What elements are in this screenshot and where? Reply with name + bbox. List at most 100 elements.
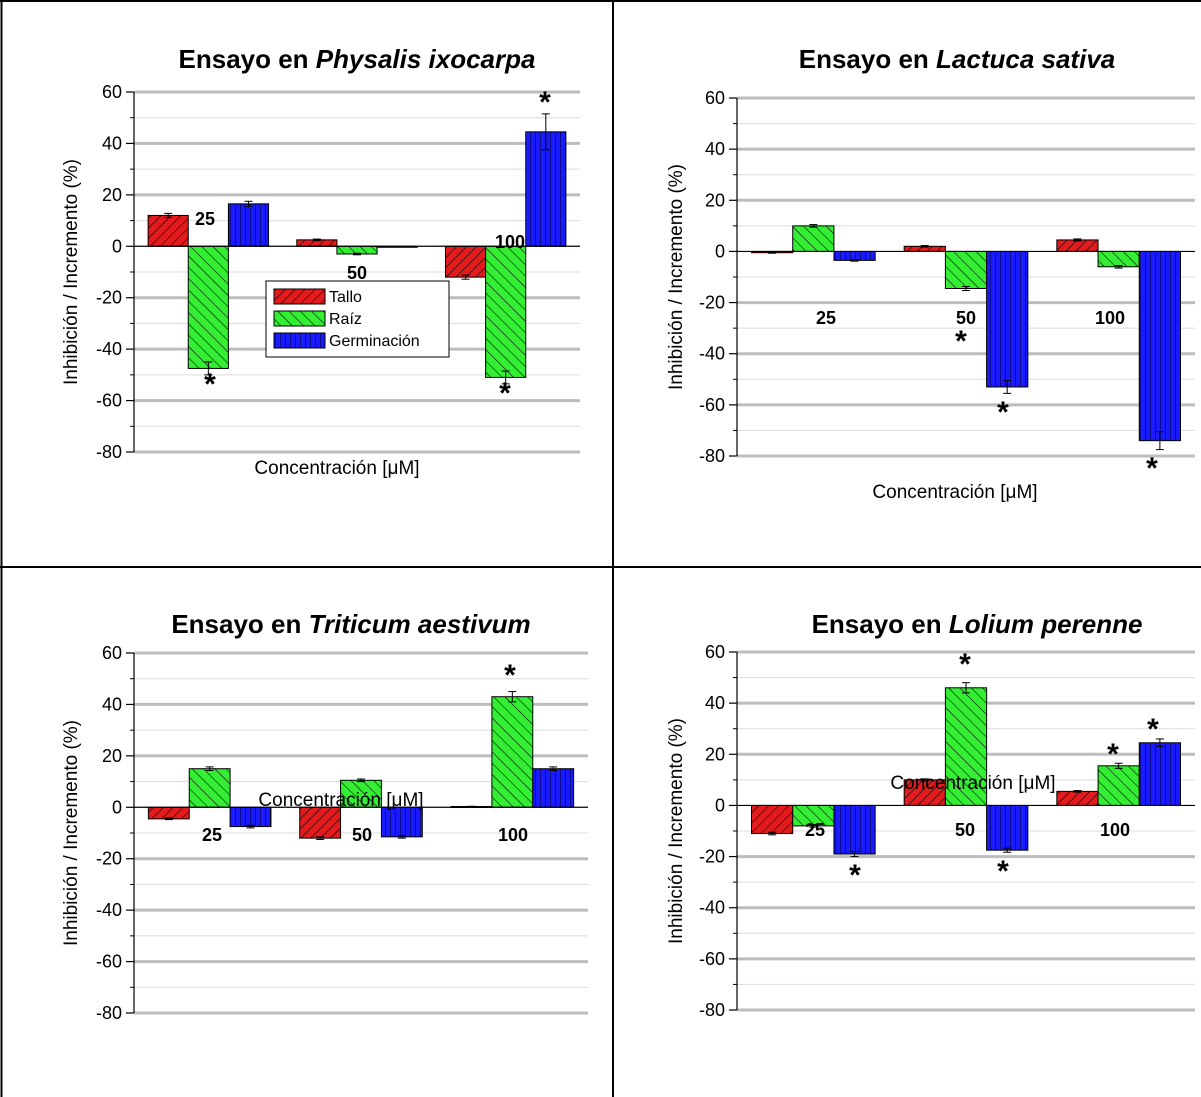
y-tick-label: -80 [96, 1003, 122, 1023]
significance-star: * [204, 368, 216, 401]
y-tick-label: -60 [96, 952, 122, 972]
y-tick-label: -80 [96, 442, 122, 462]
x-axis-label: Concentración [μM] [258, 790, 423, 811]
category-label: 100 [1100, 820, 1130, 840]
chart-title: Ensayo en Triticum aestivum [171, 609, 530, 639]
y-tick-label: 20 [102, 185, 122, 205]
chart-title: Ensayo en Physalis ixocarpa [179, 44, 536, 74]
bar-tallo [1056, 790, 1099, 806]
y-tick-label: 60 [705, 88, 725, 108]
y-tick-label: 20 [705, 744, 725, 764]
y-tick-label: 20 [102, 746, 122, 766]
y-axis-label: Inhibición / Incremento (%) [666, 718, 687, 944]
bar-tallo [1056, 239, 1099, 252]
category-label: 25 [202, 825, 222, 845]
legend-label: Raíz [329, 311, 362, 328]
bar-tallo [444, 245, 487, 278]
bar-germinación [1138, 742, 1181, 806]
chart-title: Ensayo en Lolium perenne [812, 609, 1143, 639]
y-tick-label: -20 [699, 293, 725, 313]
y-tick-label: -20 [96, 288, 122, 308]
y-tick-label: 0 [715, 795, 725, 815]
y-tick-label: 0 [112, 797, 122, 817]
chart-title-species: Lactuca sativa [936, 44, 1115, 74]
category-label: 50 [347, 263, 367, 283]
y-tick-label: 60 [102, 643, 122, 663]
x-axis-label: Concentración [μM] [254, 458, 419, 479]
bar-raíz [1097, 250, 1140, 268]
bar-raíz [187, 245, 229, 369]
y-tick-label: 60 [705, 642, 725, 662]
legend-label: Tallo [329, 289, 362, 306]
significance-star: * [1107, 738, 1119, 771]
bar-germinación [833, 804, 876, 855]
bar-raíz [792, 225, 835, 252]
chart-title: Ensayo en Lactuca sativa [799, 44, 1116, 74]
legend-swatch [273, 332, 326, 349]
category-label: 25 [816, 308, 836, 328]
legend: Tallo Raíz Germinación [265, 280, 450, 358]
category-label: 50 [956, 308, 976, 328]
y-tick-label: 20 [705, 190, 725, 210]
y-tick-label: 0 [112, 236, 122, 256]
bar-raíz [188, 768, 231, 808]
y-axis-label: Inhibición / Incremento (%) [666, 164, 687, 390]
significance-star: * [997, 855, 1009, 888]
category-label: 100 [495, 232, 525, 252]
bar-raíz [944, 250, 988, 290]
bar-tallo [147, 214, 189, 247]
significance-star: * [959, 648, 971, 681]
y-tick-label: -20 [96, 849, 122, 869]
bar-germinación [227, 203, 270, 247]
significance-star: * [849, 859, 861, 892]
chart-panel: -80 -60 -40 -20 0 20 40 60 25 50 100 * * * Ensayo en L… [666, 44, 1195, 503]
legend-label: Germinación [329, 333, 420, 350]
legend-swatch [273, 288, 326, 305]
y-tick-label: -80 [699, 446, 725, 466]
category-label: 25 [195, 209, 215, 229]
chart-panel: -80 -60 -40 -20 0 20 40 60 25 50 100 * Ensayo en Tri… [61, 609, 588, 1023]
significance-star: * [539, 86, 551, 119]
chart-title-species: Physalis ixocarpa [316, 44, 536, 74]
y-tick-label: -20 [699, 847, 725, 867]
bar-germinación [986, 250, 1029, 388]
category-label: 100 [498, 825, 528, 845]
category-label: 50 [352, 825, 372, 845]
y-tick-label: 40 [102, 694, 122, 714]
y-tick-label: -60 [699, 949, 725, 969]
significance-star: * [997, 396, 1009, 429]
chart-title-prefix: Ensayo en [799, 44, 936, 74]
bar-raíz [485, 245, 527, 378]
chart-title-prefix: Ensayo en [179, 44, 316, 74]
significance-star: * [1147, 713, 1159, 746]
bar-tallo [751, 804, 794, 835]
chart-title-prefix: Ensayo en [171, 609, 308, 639]
y-tick-label: 40 [705, 139, 725, 159]
y-tick-label: 40 [705, 693, 725, 713]
bar-tallo [299, 806, 342, 839]
bar-germinación [833, 250, 876, 261]
y-tick-label: -60 [96, 391, 122, 411]
y-tick-label: -40 [96, 339, 122, 359]
bar-tallo [903, 779, 946, 806]
y-tick-label: -40 [699, 898, 725, 918]
chart-panel: -80 -60 -40 -20 0 20 40 60 25 50 100 * * * * * Ensayo en… [666, 609, 1195, 1020]
category-label: 100 [1095, 308, 1125, 328]
y-axis-label: Inhibición / Incremento (%) [61, 720, 82, 946]
significance-star: * [955, 325, 967, 358]
y-axis-label: Inhibición / Incremento (%) [61, 159, 82, 385]
significance-star: * [1146, 452, 1158, 485]
category-label: 25 [805, 820, 825, 840]
legend-swatch [273, 310, 326, 327]
bar-raíz [491, 696, 534, 808]
y-tick-label: -40 [96, 900, 122, 920]
y-tick-label: -40 [699, 344, 725, 364]
bar-germinación [986, 804, 1029, 851]
chart-title-prefix: Ensayo en [812, 609, 949, 639]
x-axis-label: Concentración [μM] [890, 773, 1055, 794]
y-tick-label: 60 [102, 82, 122, 102]
